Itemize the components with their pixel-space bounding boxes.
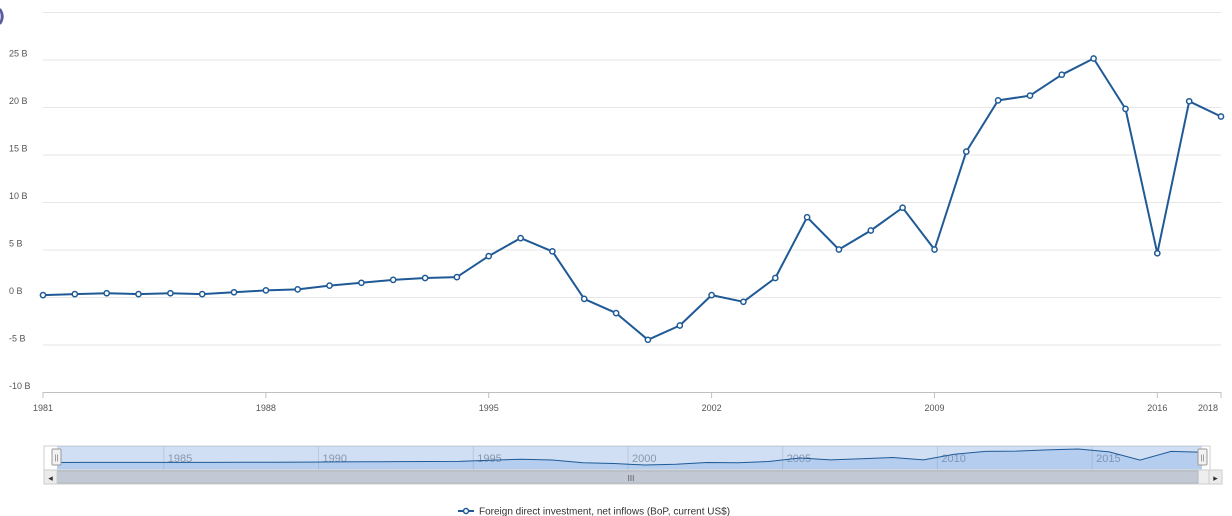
y-tick-label: 5 B xyxy=(9,239,23,249)
x-tick-label: 1988 xyxy=(256,403,276,413)
data-point-marker[interactable] xyxy=(580,295,588,303)
navigator-left-handle[interactable]: || xyxy=(51,448,62,466)
navigator-tick-label: 1995 xyxy=(477,453,501,465)
data-point-marker[interactable] xyxy=(453,273,461,281)
y-tick-label: -10 B xyxy=(9,381,31,391)
data-point-marker[interactable] xyxy=(994,97,1002,104)
y-tick-label: 0 B xyxy=(9,286,23,296)
plot-grid xyxy=(43,12,1221,393)
navigator-series-line xyxy=(56,448,1203,466)
x-axis: 1981 1988 1995 2002 2009 2016 2018 xyxy=(33,392,1222,413)
range-scrollbar[interactable]: III ◂ ▸ xyxy=(43,469,1223,485)
navigator-selected-range[interactable] xyxy=(57,446,1202,470)
data-point-marker[interactable] xyxy=(389,276,397,284)
series-line xyxy=(42,57,1222,341)
navigator-right-handle-grip: || xyxy=(1201,455,1205,462)
y-tick-label: 25 B xyxy=(9,49,28,59)
navigator-series-area xyxy=(57,449,1202,469)
scrollbar-left-button[interactable] xyxy=(43,469,58,485)
data-point-marker[interactable] xyxy=(198,290,206,298)
data-point-marker[interactable] xyxy=(103,289,111,297)
data-point-marker[interactable] xyxy=(230,288,238,296)
data-point-marker[interactable] xyxy=(1026,92,1034,99)
y-tick-label: 15 B xyxy=(9,144,28,154)
data-point-marker[interactable] xyxy=(135,290,142,298)
legend-series-label: Foreign direct investment, net inflows (… xyxy=(479,507,730,516)
data-point-marker[interactable] xyxy=(803,213,811,221)
data-point-marker[interactable] xyxy=(485,252,493,260)
data-point-marker[interactable] xyxy=(740,298,747,306)
range-navigator[interactable]: 1985199019952000200520102015 || || xyxy=(43,445,1211,471)
data-point-marker[interactable] xyxy=(326,282,333,289)
x-tick-label: 2002 xyxy=(702,403,722,413)
data-point-marker[interactable] xyxy=(1185,97,1193,105)
data-point-marker[interactable] xyxy=(1122,105,1129,113)
data-point-marker[interactable] xyxy=(644,336,652,344)
data-point-marker[interactable] xyxy=(517,234,524,242)
x-tick-label: 2009 xyxy=(924,403,944,413)
scrollbar-grip: III xyxy=(628,474,635,483)
data-point-marker[interactable] xyxy=(676,322,684,329)
x-tick-label: 2018 xyxy=(1198,403,1218,413)
data-point-marker[interactable] xyxy=(549,248,556,255)
data-point-marker[interactable] xyxy=(294,286,302,293)
x-tick-label: 2016 xyxy=(1147,403,1167,413)
y-tick-label: -5 B xyxy=(9,334,26,344)
x-tick-label: 1995 xyxy=(479,403,499,413)
y-tick-label: 20 B xyxy=(9,96,28,106)
data-point-marker[interactable] xyxy=(708,291,715,299)
navigator-tick-label: 2005 xyxy=(787,453,811,465)
y-tick-label: 10 B xyxy=(9,191,28,201)
series-layer xyxy=(39,55,1225,344)
navigator-left-handle-grip: || xyxy=(55,455,59,462)
data-point-marker[interactable] xyxy=(1090,55,1097,62)
legend-series-marker-icon xyxy=(462,507,470,515)
navigator-right-handle[interactable]: || xyxy=(1197,448,1208,466)
data-point-marker[interactable] xyxy=(262,287,270,294)
navigator-frame xyxy=(43,445,1211,471)
x-tick-label: 1981 xyxy=(33,403,53,413)
data-point-marker[interactable] xyxy=(612,309,620,317)
scroll-right-arrow-icon: ▸ xyxy=(1213,474,1218,484)
data-point-marker[interactable] xyxy=(931,246,938,253)
data-point-marker[interactable] xyxy=(962,148,970,155)
data-point-marker[interactable] xyxy=(1153,249,1161,257)
data-point-marker[interactable] xyxy=(167,289,174,297)
data-point-marker[interactable] xyxy=(358,279,365,287)
data-point-marker[interactable] xyxy=(421,274,429,282)
y-axis: 25 B 20 B 15 B 10 B 5 B 0 B -5 B -10 B xyxy=(9,49,31,392)
data-point-marker[interactable] xyxy=(899,204,906,212)
data-point-marker[interactable] xyxy=(867,227,875,234)
edge-glyph: ) xyxy=(0,6,5,27)
data-point-marker[interactable] xyxy=(71,290,79,298)
navigator-tick-label: 2000 xyxy=(632,453,656,465)
data-point-marker[interactable] xyxy=(1217,113,1225,120)
chart-legend[interactable]: Foreign direct investment, net inflows (… xyxy=(458,507,730,516)
left-edge-cropped-glyphs: ) ) ) xyxy=(0,6,5,343)
navigator-tick-label: 2015 xyxy=(1096,453,1120,465)
scroll-left-arrow-icon: ◂ xyxy=(48,474,53,484)
data-point-marker[interactable] xyxy=(835,246,843,253)
data-point-marker[interactable] xyxy=(1058,71,1066,79)
data-point-marker[interactable] xyxy=(771,274,779,282)
scrollbar-right-button[interactable] xyxy=(1208,469,1223,485)
data-point-marker[interactable] xyxy=(39,291,47,299)
